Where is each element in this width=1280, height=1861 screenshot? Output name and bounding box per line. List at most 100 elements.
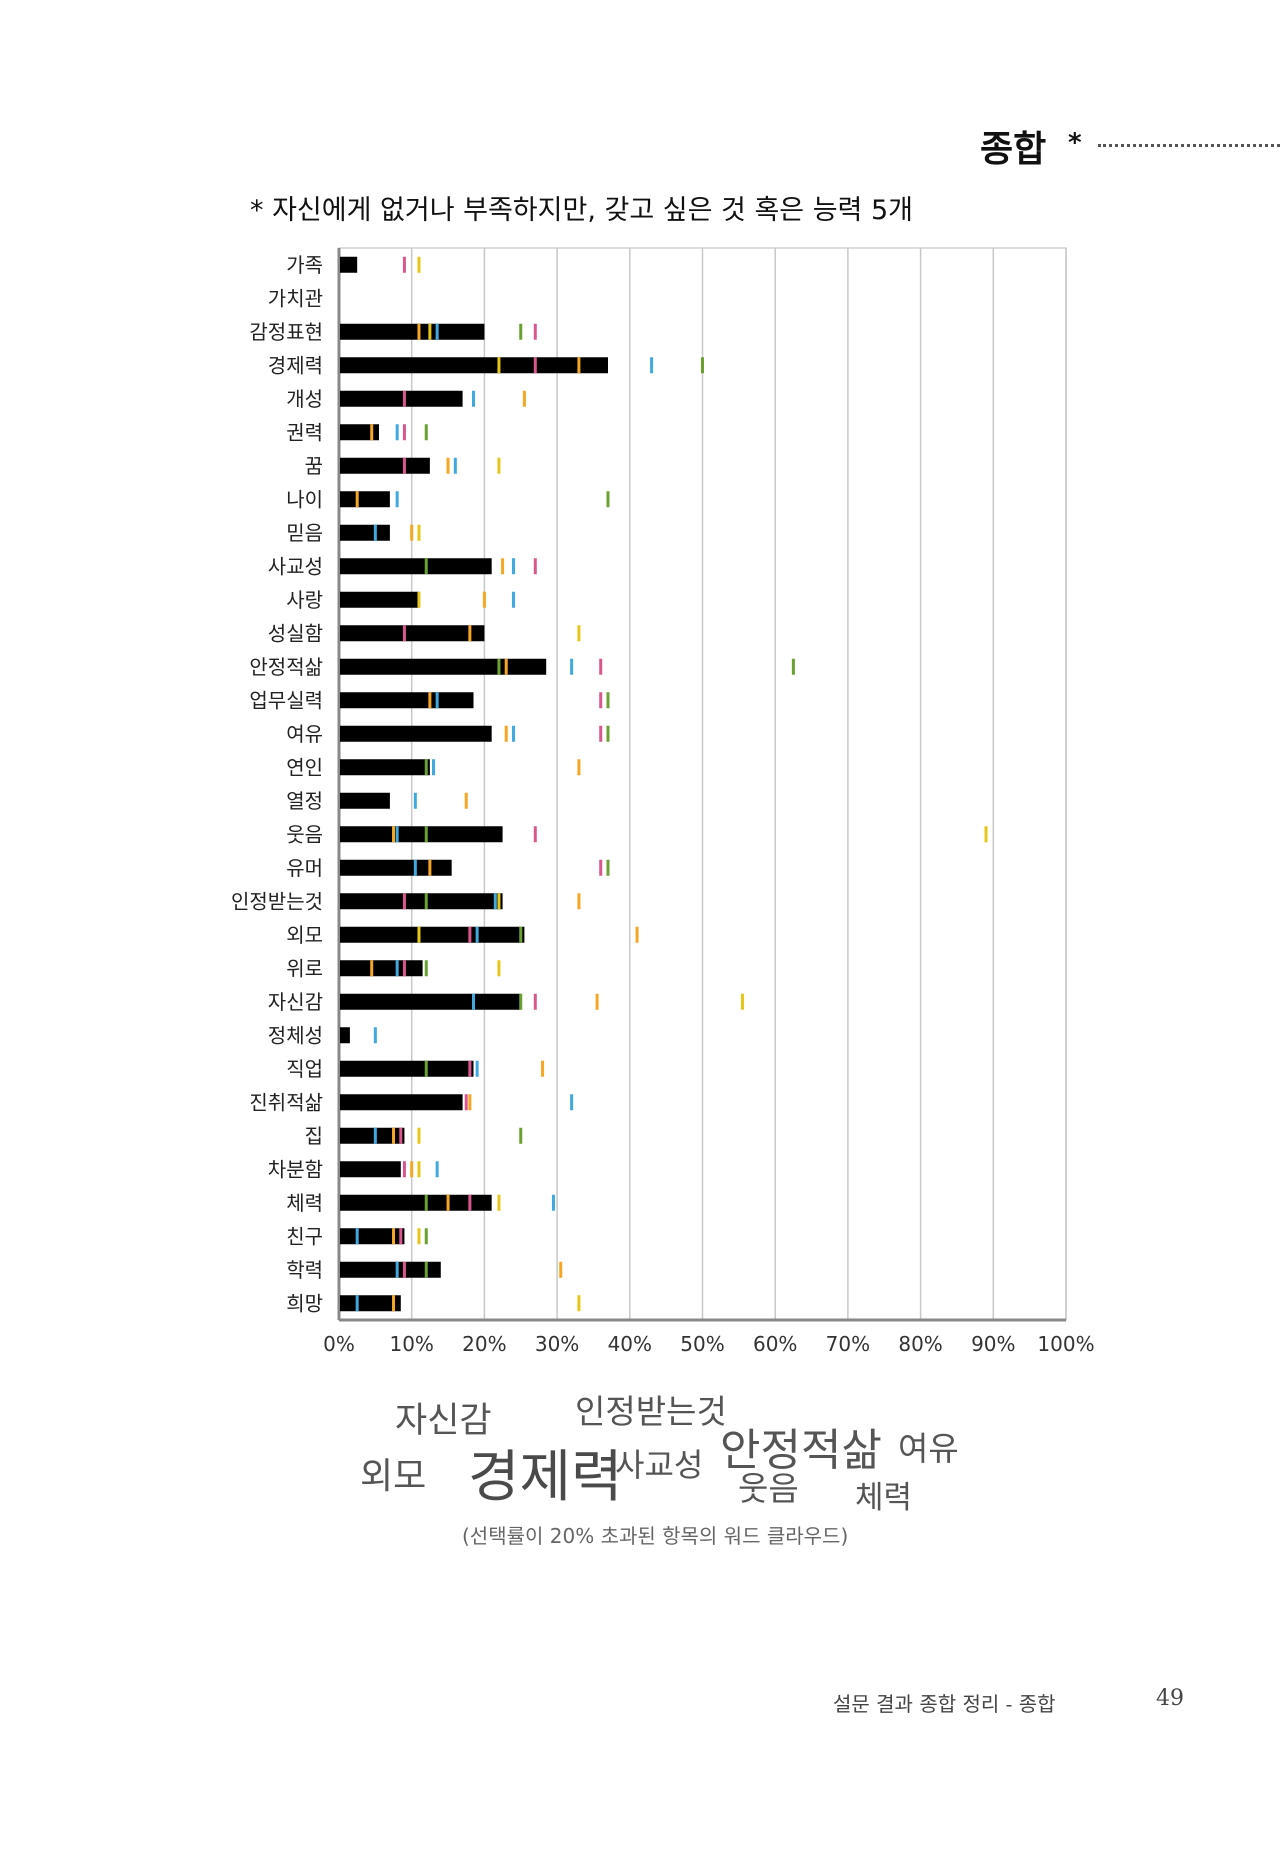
- marker-tick: [417, 591, 421, 608]
- word-cloud-item: 웃음: [738, 1469, 799, 1508]
- marker-tick: [402, 1261, 406, 1278]
- marker-tick: [370, 960, 374, 977]
- marker-tick: [417, 1127, 421, 1144]
- marker-tick: [424, 960, 428, 977]
- marker-tick: [533, 826, 537, 843]
- word-cloud-item: 여유: [898, 1429, 959, 1468]
- bar: [340, 893, 503, 910]
- footer-text: 설문 결과 종합 정리 - 종합: [833, 1692, 1056, 1716]
- marker-tick: [355, 1295, 359, 1312]
- marker-tick: [468, 625, 472, 642]
- bar: [340, 1161, 401, 1178]
- marker-tick: [570, 658, 574, 675]
- marker-tick: [599, 725, 603, 742]
- bar: [340, 859, 452, 876]
- marker-tick: [570, 1094, 574, 1111]
- marker-tick: [392, 1127, 396, 1144]
- category-label: 연인: [286, 755, 323, 779]
- marker-tick: [701, 357, 704, 374]
- marker-tick: [424, 558, 428, 575]
- marker-tick: [402, 1161, 406, 1178]
- dotted-leader: [1098, 144, 1280, 147]
- marker-tick: [497, 457, 501, 474]
- category-label: 위로: [286, 956, 323, 980]
- category-label: 성실함: [268, 621, 323, 645]
- bar: [340, 826, 503, 843]
- marker-tick: [577, 1295, 581, 1312]
- marker-tick: [402, 457, 406, 474]
- marker-tick: [791, 658, 795, 675]
- x-tick-label: 90%: [971, 1332, 1015, 1356]
- category-label: 차분함: [268, 1157, 323, 1181]
- marker-tick: [599, 859, 603, 876]
- marker-tick: [497, 960, 501, 977]
- marker-tick: [395, 1261, 399, 1278]
- marker-tick: [471, 390, 475, 407]
- marker-tick: [497, 658, 501, 675]
- marker-tick: [471, 993, 475, 1010]
- marker-tick: [984, 826, 988, 843]
- marker-tick: [551, 1194, 555, 1211]
- marker-tick: [392, 826, 396, 843]
- bar: [340, 491, 390, 508]
- marker-tick: [424, 424, 428, 441]
- x-tick-label: 10%: [389, 1332, 433, 1356]
- bar: [340, 357, 608, 374]
- word-cloud-caption: (선택률이 20% 초과된 항목의 워드 클라우드): [462, 1524, 849, 1548]
- marker-tick: [417, 524, 421, 541]
- page-number: 49: [1156, 1686, 1184, 1711]
- marker-tick: [519, 926, 523, 943]
- marker-tick: [402, 256, 406, 273]
- marker-tick: [511, 591, 515, 608]
- bar: [340, 759, 430, 776]
- marker-tick: [475, 926, 479, 943]
- marker-tick: [493, 893, 497, 910]
- bar: [340, 524, 390, 541]
- x-tick-label: 50%: [680, 1332, 724, 1356]
- category-label: 학력: [286, 1258, 323, 1282]
- category-label: 희망: [286, 1291, 323, 1315]
- marker-tick: [402, 390, 406, 407]
- marker-tick: [446, 1194, 450, 1211]
- marker-tick: [468, 926, 472, 943]
- bar-chart: 0% 10% 20% 30% 40% 50% 60% 70% 80% 90% 100% 가족가치관감정…: [231, 247, 1095, 1356]
- marker-tick: [373, 1027, 377, 1044]
- marker-tick: [599, 692, 603, 709]
- marker-tick: [370, 424, 374, 441]
- marker-tick: [413, 792, 417, 809]
- marker-tick: [519, 323, 523, 340]
- bar: [340, 1261, 441, 1278]
- marker-tick: [399, 1127, 403, 1144]
- marker-tick: [413, 859, 417, 876]
- marker-tick: [606, 491, 610, 508]
- marker-tick: [417, 256, 421, 273]
- marker-tick: [635, 926, 639, 943]
- marker-tick: [577, 357, 581, 374]
- category-label: 친구: [286, 1224, 323, 1248]
- marker-tick: [392, 1295, 396, 1312]
- marker-tick: [650, 357, 654, 374]
- bar: [340, 1027, 350, 1044]
- section-star: *: [1068, 128, 1082, 158]
- marker-tick: [511, 558, 515, 575]
- marker-tick: [519, 1127, 523, 1144]
- marker-tick: [522, 390, 526, 407]
- marker-tick: [497, 357, 501, 374]
- x-tick-label: 80%: [898, 1332, 942, 1356]
- bar: [340, 591, 419, 608]
- category-label: 웃음: [286, 822, 323, 846]
- marker-tick: [464, 792, 468, 809]
- category-label: 집: [305, 1124, 323, 1148]
- category-label: 자신감: [268, 990, 323, 1014]
- marker-tick: [355, 1228, 359, 1245]
- marker-tick: [402, 960, 406, 977]
- x-tick-label: 100%: [1037, 1332, 1094, 1356]
- word-cloud-item: 체력: [855, 1480, 913, 1516]
- category-label: 진취적삶: [249, 1090, 323, 1114]
- x-tick-label: 20%: [462, 1332, 506, 1356]
- marker-tick: [606, 725, 610, 742]
- marker-tick: [501, 558, 505, 575]
- bar: [340, 1127, 405, 1144]
- marker-tick: [606, 692, 610, 709]
- marker-tick: [475, 1060, 479, 1077]
